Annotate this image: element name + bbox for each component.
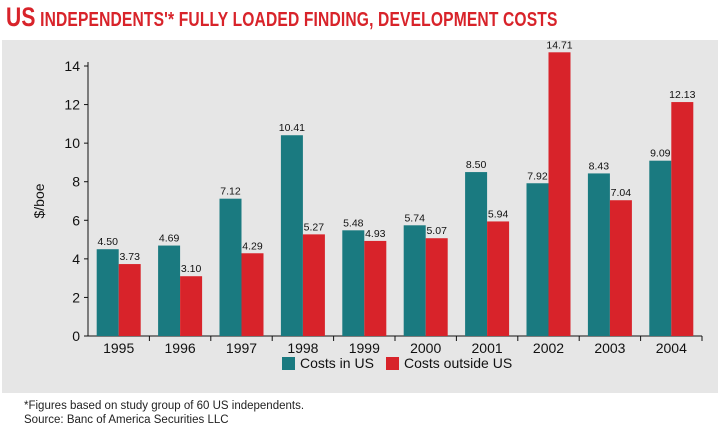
data-label: 4.29 <box>242 240 263 252</box>
y-tick-label: 12 <box>64 97 80 113</box>
data-label: 5.07 <box>426 225 447 237</box>
bar-outside-us <box>425 238 448 336</box>
bar-us <box>219 198 242 336</box>
bar-us <box>342 230 365 336</box>
bar-outside-us <box>671 102 694 336</box>
y-tick-label: 10 <box>64 135 80 151</box>
y-tick-label: 0 <box>72 328 80 344</box>
y-tick-label: 14 <box>64 58 80 74</box>
x-tick-label: 2000 <box>410 340 441 356</box>
data-label: 4.50 <box>97 236 118 248</box>
bar-us <box>280 135 303 336</box>
x-tick-label: 1995 <box>103 340 134 356</box>
footnote-line-1: *Figures based on study group of 60 US i… <box>24 400 305 412</box>
bar-outside-us <box>302 234 325 336</box>
y-tick-label: 2 <box>72 289 80 305</box>
bar-outside-us <box>118 264 141 336</box>
y-tick-label: 4 <box>72 251 80 267</box>
bar-us <box>526 183 549 336</box>
bar-outside-us <box>548 52 571 337</box>
title-main: INDEPENDENTS'* FULLY LOADED FINDING, DEV… <box>40 9 558 31</box>
footnote: *Figures based on study group of 60 US i… <box>24 399 304 427</box>
y-tick-label: 8 <box>72 174 80 190</box>
bar-outside-us <box>241 253 264 336</box>
x-tick-label: 2004 <box>656 340 687 356</box>
bar-us <box>158 245 181 336</box>
x-tick-label: 1999 <box>349 340 380 356</box>
bar-us <box>96 249 119 336</box>
data-label: 5.74 <box>404 212 425 224</box>
data-label: 8.50 <box>466 159 487 171</box>
chart-title: US INDEPENDENTS'* FULLY LOADED FINDING, … <box>6 2 558 33</box>
bar-us <box>403 225 426 336</box>
data-label: 5.48 <box>343 217 364 229</box>
x-tick-label: 1998 <box>287 340 318 356</box>
data-label: 8.43 <box>589 160 610 172</box>
data-label: 4.93 <box>365 228 386 240</box>
data-label: 7.12 <box>220 186 241 198</box>
bar-us <box>465 172 488 336</box>
x-tick-label: 2001 <box>472 340 503 356</box>
data-label: 5.27 <box>304 221 325 233</box>
data-label: 5.94 <box>488 208 509 220</box>
data-label: 10.41 <box>279 122 305 134</box>
data-label: 7.04 <box>611 187 632 199</box>
bar-outside-us <box>487 221 510 336</box>
data-label: 3.73 <box>119 251 140 263</box>
y-axis-label: $/boe <box>31 183 47 218</box>
data-label: 4.69 <box>159 233 180 245</box>
data-label: 7.92 <box>527 170 548 182</box>
title-prefix: US <box>6 2 36 32</box>
legend-swatch <box>386 357 399 370</box>
y-tick-label: 6 <box>72 212 80 228</box>
legend-swatch <box>282 357 295 370</box>
bar-outside-us <box>364 240 387 336</box>
data-label: 14.71 <box>546 39 572 51</box>
bar-outside-us <box>609 200 632 336</box>
source-line: Source: Banc of America Securities LLC <box>24 414 229 426</box>
bar-outside-us <box>180 276 203 336</box>
data-label: 3.10 <box>181 263 202 275</box>
data-label: 9.09 <box>650 148 671 160</box>
legend-label: Costs in US <box>300 355 374 371</box>
x-tick-label: 1997 <box>226 340 257 356</box>
x-tick-label: 2002 <box>533 340 564 356</box>
legend-label: Costs outside US <box>404 355 512 371</box>
x-tick-label: 2003 <box>594 340 625 356</box>
x-tick-label: 1996 <box>165 340 196 356</box>
bar-us <box>649 160 672 336</box>
data-label: 12.13 <box>669 89 695 101</box>
bar-us <box>587 173 610 336</box>
